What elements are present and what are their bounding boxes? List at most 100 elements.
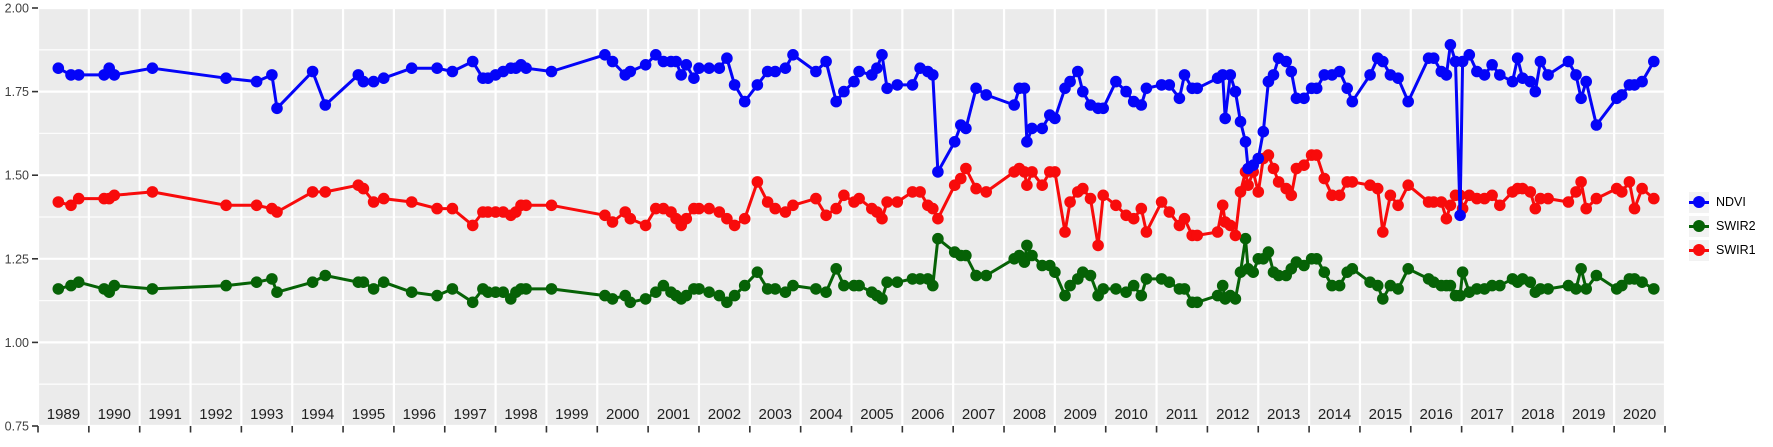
data-point-ndvi [948,136,961,148]
data-point-swir1 [1590,192,1603,205]
data-point-swir2 [1454,289,1466,302]
legend-item-swir2[interactable]: SWIR2 [1689,214,1756,238]
x-tick-label: 2000 [606,406,639,423]
x-tick-label: 2001 [657,406,690,423]
data-point-ndvi [810,65,822,78]
data-point-swir1 [830,202,842,215]
data-point-swir1 [220,199,232,212]
data-point-swir2 [891,276,904,289]
data-point-ndvi [220,72,232,84]
data-point-swir1 [680,212,693,225]
data-point-swir2 [520,283,532,295]
x-tick-label: 2018 [1521,406,1554,423]
data-point-ndvi [1064,75,1076,88]
y-tick-label: 2.00 [5,2,29,16]
y-tick-label: 1.25 [5,252,29,266]
data-point-swir2 [266,273,278,285]
data-point-swir1 [881,196,893,208]
data-point-swir2 [853,279,865,292]
data-point-swir1 [367,196,380,208]
data-point-ndvi [1224,69,1237,81]
data-point-swir1 [271,206,283,218]
data-point-swir2 [319,269,332,282]
legend-label-ndvi: NDVI [1716,195,1746,209]
data-point-ndvi [853,65,865,78]
data-point-ndvi [1229,85,1242,98]
x-tick-label: 2006 [911,406,944,423]
data-point-swir2 [728,289,741,302]
data-point-ndvi [1333,65,1346,78]
data-point-swir1 [1092,239,1104,252]
data-point-swir2 [738,279,751,292]
data-point-ndvi [606,55,619,68]
data-point-swir1 [1211,226,1224,238]
data-point-swir1 [1191,229,1203,242]
data-point-swir2 [927,279,939,292]
data-point-swir2 [250,276,263,289]
data-point-swir1 [779,206,792,218]
data-point-ndvi [1440,69,1453,81]
data-point-swir1 [1494,199,1506,212]
data-point-ndvi [1478,69,1491,81]
legend-item-swir1[interactable]: SWIR1 [1689,238,1756,262]
data-point-swir2 [1216,279,1229,292]
data-point-swir2 [1333,279,1346,292]
data-point-swir1 [1616,186,1628,198]
x-tick-label: 1996 [403,406,436,423]
data-point-ndvi [639,59,652,71]
data-point-ndvi [688,72,700,84]
data-point-ndvi [306,65,319,78]
x-tick-label: 1993 [250,406,283,423]
data-point-swir1 [838,189,850,202]
data-point-swir2 [357,276,370,289]
data-point-swir1 [738,212,751,225]
x-tick-label: 1992 [199,406,232,423]
data-point-ndvi [1534,55,1547,68]
data-point-swir1 [1021,179,1033,191]
data-point-swir1 [853,192,865,205]
data-point-swir2 [271,286,283,299]
data-point-swir1 [1486,189,1498,202]
data-point-swir1 [1242,179,1254,191]
data-point-swir1 [1224,219,1237,232]
x-tick-label: 2005 [860,406,893,423]
data-point-ndvi [738,95,751,108]
data-point-swir1 [927,202,939,215]
data-point-ndvi [906,79,919,91]
data-point-swir2 [820,286,832,299]
data-point-ndvi [250,75,263,88]
data-point-ndvi [830,95,842,108]
x-tick-label: 2012 [1216,406,1249,423]
x-tick-label: 1998 [504,406,537,423]
data-point-ndvi [367,75,380,88]
data-point-ndvi [1252,152,1265,165]
data-point-swir1 [1163,206,1176,218]
data-point-swir1 [1127,212,1140,225]
data-point-ndvi [1120,85,1132,98]
data-point-swir1 [1562,196,1575,208]
data-point-ndvi [405,62,418,74]
data-point-ndvi [1026,122,1038,135]
data-point-swir1 [405,196,418,208]
data-point-swir2 [769,283,781,295]
data-point-ndvi [1135,99,1148,111]
data-point-ndvi [1036,122,1048,135]
data-point-swir2 [377,276,390,289]
legend-point-icon [1693,244,1705,256]
data-point-swir2 [1026,249,1038,262]
data-point-ndvi [1486,59,1498,71]
data-point-swir1 [357,182,370,195]
x-tick-label: 1990 [98,406,131,423]
data-point-ndvi [1494,69,1506,81]
data-point-swir1 [606,216,619,228]
data-point-ndvi [1021,136,1033,148]
data-point-swir1 [545,199,558,212]
data-point-swir1 [1440,212,1453,225]
data-point-swir2 [779,286,792,299]
data-point-ndvi [1219,112,1231,125]
data-point-swir2 [1262,246,1275,258]
legend-item-ndvi[interactable]: NDVI [1689,190,1756,214]
data-point-swir1 [624,212,637,225]
data-point-swir2 [1120,286,1132,299]
data-point-swir2 [220,279,232,292]
